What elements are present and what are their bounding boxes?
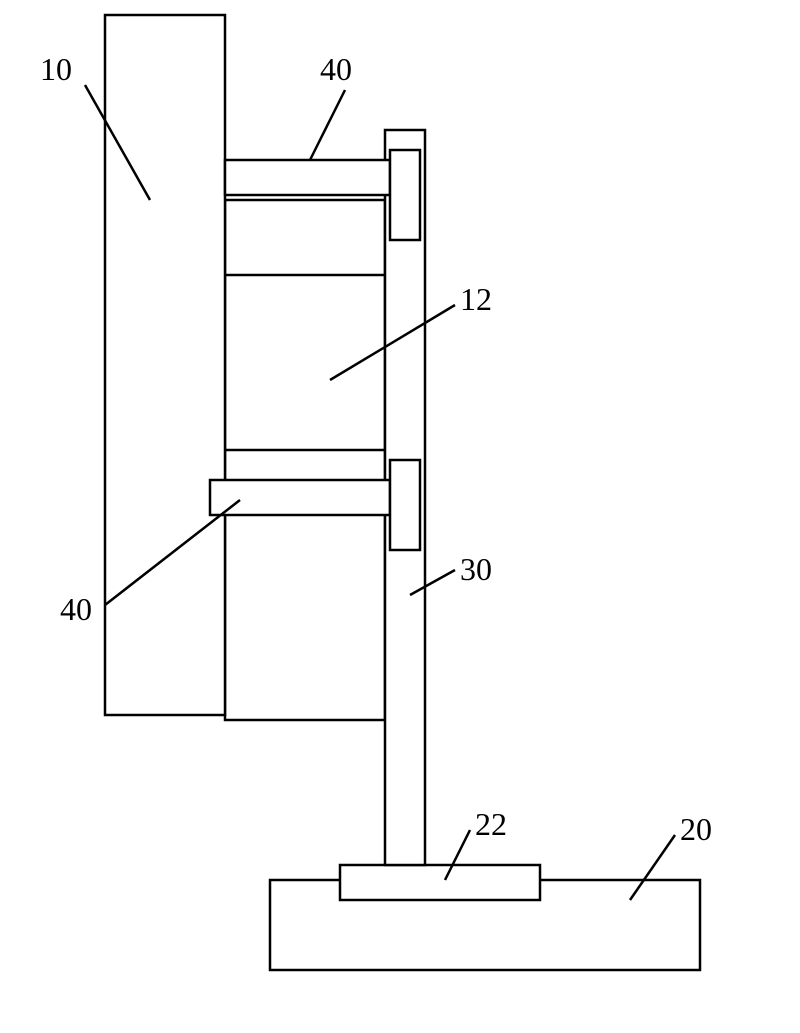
label-12-2: 12: [460, 281, 492, 317]
low-bracket-tab-40: [390, 460, 420, 550]
low-bracket-bar-40: [210, 480, 390, 515]
top-bracket-tab-40: [390, 150, 420, 240]
label-30-3: 30: [460, 551, 492, 587]
label-20-6: 20: [680, 811, 712, 847]
inner-block-12: [225, 200, 385, 720]
label-40-1: 40: [320, 51, 352, 87]
label-40-4: 40: [60, 591, 92, 627]
top-bracket-bar-40: [225, 160, 390, 195]
label-10-0: 10: [40, 51, 72, 87]
label-22-5: 22: [475, 806, 507, 842]
leader-line-40-1: [310, 90, 345, 160]
left-column-10: [105, 15, 225, 715]
slot-rect-22: [340, 865, 540, 900]
